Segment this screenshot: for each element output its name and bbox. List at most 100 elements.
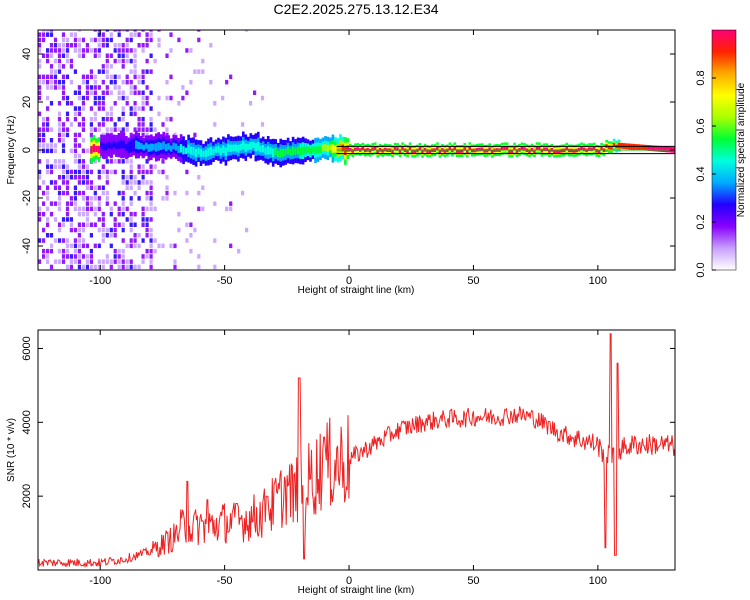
- heatmap-ridge-cell: [324, 144, 327, 151]
- heatmap-cell: [141, 122, 145, 127]
- heatmap-cell: [81, 169, 85, 175]
- heatmap-cell: [49, 211, 54, 217]
- heatmap-cell: [117, 32, 121, 37]
- heatmap-cell: [117, 43, 121, 48]
- heatmap-cell: [141, 116, 145, 122]
- heatmap-cell: [125, 58, 129, 64]
- heatmap-cell: [225, 79, 229, 85]
- heatmap-cell: [149, 190, 153, 196]
- heatmap-cell: [38, 132, 42, 138]
- heatmap-cell: [42, 254, 46, 259]
- heatmap-ridge-cell: [115, 142, 118, 150]
- heatmap-ridge-cell: [535, 146, 539, 151]
- heatmap-cell: [137, 264, 141, 270]
- heatmap-cell: [57, 79, 62, 85]
- heatmap-cell: [46, 206, 50, 212]
- heatmap-cell: [42, 74, 46, 80]
- heatmap-ridge-cell: [655, 145, 658, 152]
- heatmap-cell: [109, 259, 113, 264]
- heatmap-cell: [125, 122, 129, 127]
- heatmap-cell: [129, 180, 133, 185]
- heatmap-cell: [73, 143, 77, 148]
- heatmap-cell: [46, 185, 50, 190]
- heatmap-cell: [89, 122, 93, 127]
- heatmap-ridge-cell: [341, 144, 345, 152]
- heatmap-cell: [109, 264, 113, 270]
- heatmap-cell: [193, 132, 197, 138]
- heatmap-ridge-cell: [299, 147, 302, 155]
- heatmap-cell: [38, 238, 42, 243]
- heatmap-ridge-cell: [376, 149, 379, 154]
- heatmap-cell: [129, 259, 133, 264]
- heatmap-ridge-cell: [580, 146, 583, 151]
- heatmap-cell: [49, 64, 54, 69]
- heatmap-ridge-cell: [612, 142, 616, 147]
- heatmap-cell: [145, 169, 149, 175]
- heatmap-cell: [105, 127, 109, 132]
- heatmap-cell: [165, 132, 169, 138]
- heatmap-cell: [113, 101, 117, 106]
- heatmap-cell: [133, 64, 137, 69]
- heatmap-cell: [89, 233, 93, 238]
- heatmap-cell: [89, 248, 93, 254]
- heatmap-cell: [85, 74, 89, 80]
- heatmap-cell: [101, 259, 105, 264]
- heatmap-cell: [97, 122, 101, 127]
- heatmap-cell: [93, 190, 97, 196]
- heatmap-cell: [85, 175, 89, 180]
- heatmap-cell: [133, 69, 137, 74]
- heatmap-cell: [109, 116, 113, 122]
- heatmap-cell: [109, 53, 113, 58]
- heatmap-cell: [213, 122, 217, 127]
- heatmap-cell: [53, 69, 58, 74]
- heatmap-cell: [145, 127, 149, 132]
- heatmap-cell: [141, 180, 145, 185]
- heatmap-cell: [49, 74, 54, 80]
- heatmap-cell: [149, 53, 153, 58]
- heatmap-cell: [81, 95, 85, 101]
- heatmap-cell: [77, 153, 81, 159]
- heatmap-ridge-cell: [665, 146, 668, 153]
- heatmap-cell: [109, 127, 113, 132]
- heatmap-cell: [141, 206, 145, 212]
- heatmap-cell: [65, 206, 70, 212]
- heatmap-cell: [57, 185, 62, 190]
- heatmap-cell: [105, 201, 109, 206]
- heatmap-cell: [65, 48, 70, 53]
- heatmap-cell: [189, 48, 193, 53]
- heatmap-cell: [101, 32, 105, 37]
- heatmap-ridge-cell: [296, 146, 300, 155]
- heatmap-ridge-cell: [120, 140, 123, 149]
- heatmap-cell: [69, 264, 73, 270]
- heatmap-ridge-cell: [125, 144, 128, 151]
- heatmap-ridge-cell: [573, 149, 576, 153]
- heatmap-cell: [46, 79, 50, 85]
- heatmap-cell: [133, 101, 137, 106]
- heatmap-cell: [73, 37, 77, 43]
- heatmap-cell: [157, 30, 161, 32]
- heatmap-cell: [101, 69, 105, 74]
- heatmap-cell: [49, 127, 54, 132]
- heatmap-ridge-cell: [528, 149, 531, 153]
- heatmap-ridge-cell: [105, 143, 108, 151]
- heatmap-cell: [65, 238, 70, 243]
- heatmap-ridge-cell: [159, 142, 163, 150]
- heatmap-cell: [117, 159, 121, 164]
- heatmap-cell: [121, 90, 125, 95]
- heatmap-ridge-cell: [652, 145, 656, 152]
- heatmap-ridge-cell: [127, 144, 131, 151]
- heatmap-cell: [145, 132, 149, 138]
- heatmap-cell: [137, 122, 141, 127]
- heatmap-cell: [53, 148, 58, 154]
- heatmap-cell: [149, 217, 153, 222]
- heatmap-ridge-cell: [281, 149, 285, 157]
- heatmap-ridge-cell: [269, 147, 272, 155]
- heatmap-cell: [129, 222, 133, 227]
- heatmap-ridge-cell: [319, 146, 322, 153]
- heatmap-ridge-cell: [187, 144, 190, 153]
- heatmap-ridge-cell: [413, 149, 417, 154]
- heatmap-cell: [73, 185, 77, 190]
- heatmap-cell: [42, 211, 46, 217]
- heatmap-cell: [73, 32, 77, 37]
- heatmap-cell: [113, 122, 117, 127]
